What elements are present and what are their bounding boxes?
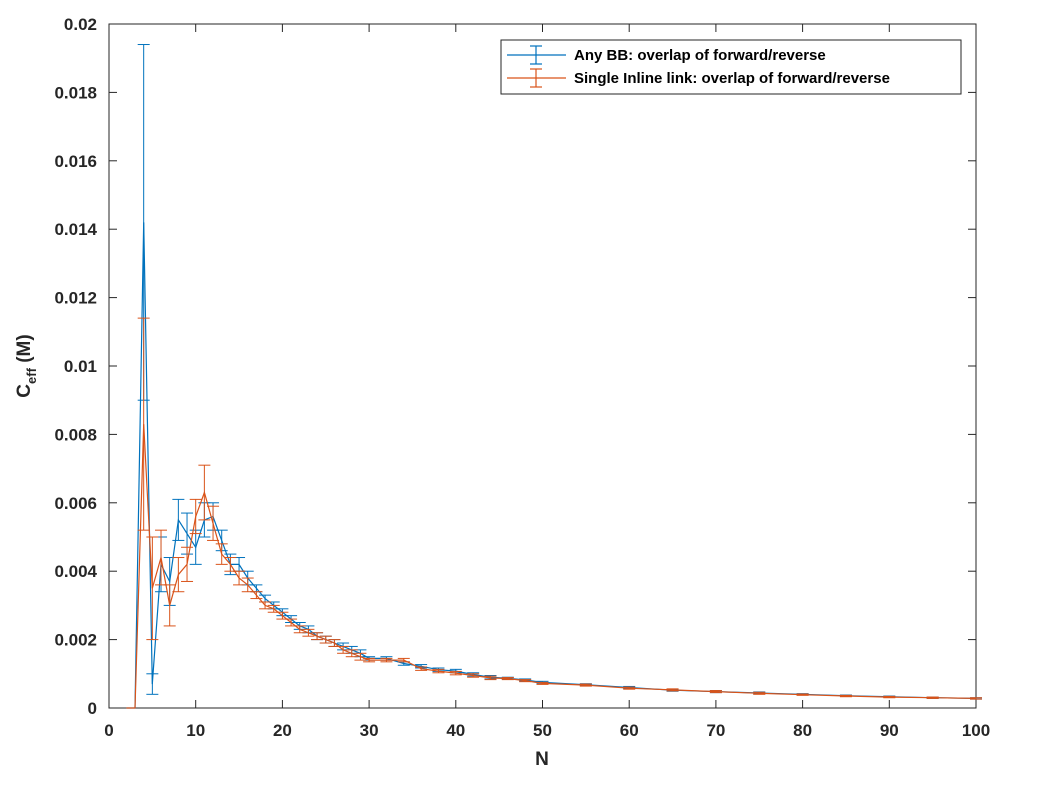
y-axis-label-base: C [14, 384, 35, 398]
x-tick-label: 40 [446, 721, 465, 740]
x-tick-label: 100 [962, 721, 990, 740]
y-tick-label: 0.002 [54, 631, 97, 650]
y-tick-label: 0.02 [64, 15, 97, 34]
x-tick-label: 80 [793, 721, 812, 740]
x-tick-label: 50 [533, 721, 552, 740]
y-tick-label: 0.01 [64, 357, 97, 376]
y-axis-label-unit: (M) [14, 334, 35, 368]
x-tick-label: 20 [273, 721, 292, 740]
y-axis-label: Ceff (M) [14, 334, 39, 397]
y-tick-label: 0.012 [54, 289, 97, 308]
ticks-layer: 0 10 20 30 40 50 60 70 80 90 100 0 0.002 0.004 0.006 0.… [54, 15, 990, 740]
x-tick-label: 30 [360, 721, 379, 740]
series-layer [126, 44, 982, 709]
legend-swatch-series-1 [507, 45, 566, 65]
legend[interactable]: Any BB: overlap of forward/reverse Singl… [500, 39, 962, 95]
y-tick-label: 0 [88, 699, 97, 718]
series-2 [126, 317, 982, 709]
legend-label-series-2: Single Inline link: overlap of forward/r… [574, 70, 890, 87]
y-tick-label: 0.008 [54, 425, 97, 444]
x-tick-label: 90 [880, 721, 899, 740]
legend-box [500, 39, 962, 95]
x-tick-label: 0 [104, 721, 113, 740]
legend-label-series-1: Any BB: overlap of forward/reverse [574, 47, 826, 64]
y-tick-label: 0.016 [54, 152, 97, 171]
x-axis-label: N [535, 749, 549, 770]
x-tick-label: 60 [620, 721, 639, 740]
y-tick-label: 0.018 [54, 83, 97, 102]
y-tick-label: 0.004 [54, 562, 97, 581]
x-tick-label: 70 [706, 721, 725, 740]
y-axis-label-sub: eff [24, 367, 39, 384]
legend-swatch-series-2 [507, 68, 566, 88]
x-tick-label: 10 [186, 721, 205, 740]
y-tick-label: 0.014 [54, 220, 97, 239]
plot-area [108, 23, 977, 709]
y-tick-label: 0.006 [54, 494, 97, 513]
